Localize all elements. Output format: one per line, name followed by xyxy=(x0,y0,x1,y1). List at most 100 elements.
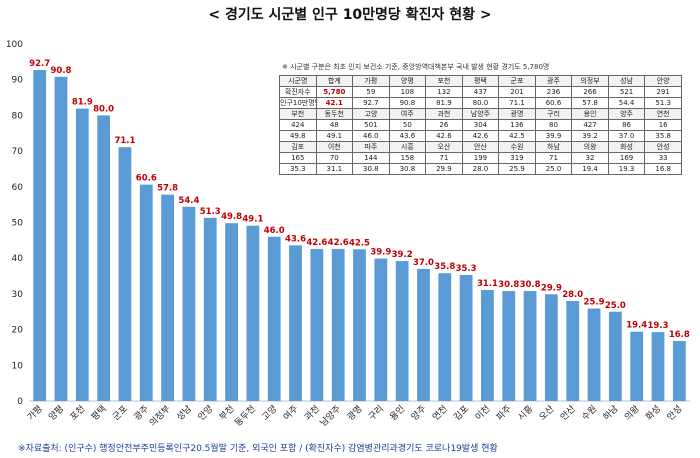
bar-value-label: 49.8 xyxy=(221,212,242,222)
table-cell: 광명 xyxy=(498,108,536,120)
table-cell: 136 xyxy=(498,119,536,131)
y-tick-label: 60 xyxy=(12,183,24,193)
bar xyxy=(225,223,238,401)
table-cell: 구리 xyxy=(534,108,573,120)
table-cell: 28.0 xyxy=(461,163,500,175)
bar xyxy=(523,291,537,401)
x-tick-label: 시흥 xyxy=(515,403,535,423)
table-cell: 과천 xyxy=(425,108,463,120)
table-cell: 19.3 xyxy=(607,163,646,175)
y-tick-label: 100 xyxy=(6,40,23,50)
x-tick-label: 안산 xyxy=(558,403,577,422)
table-cell: 427 xyxy=(571,119,609,131)
table-cell: 424 xyxy=(279,119,317,131)
bar-value-label: 42.5 xyxy=(349,238,370,248)
table-row: 부천 동두천 고양 여주 과천 남양주 광명 구리 용인 양주 연천 xyxy=(279,108,682,120)
x-tick-label: 동두천 xyxy=(233,403,258,428)
table-cell: 25.0 xyxy=(534,163,573,175)
bar xyxy=(566,301,580,401)
x-tick-label: 고양 xyxy=(260,403,279,422)
bar xyxy=(438,273,452,401)
table-cell: 양평 xyxy=(388,75,427,87)
bar-value-label: 51.3 xyxy=(200,207,221,217)
bar-value-label: 28.0 xyxy=(562,290,583,300)
table-cell: 165 xyxy=(279,152,317,164)
table-row: 49.8 49.1 46.0 43.6 42.6 42.6 42.5 39.9 39.2 37.0… xyxy=(279,130,682,142)
bar-value-label: 54.4 xyxy=(178,196,199,206)
table-cell: 30.8 xyxy=(388,163,427,175)
y-tick-label: 40 xyxy=(12,254,24,264)
table-cell: 42.1 xyxy=(315,97,354,109)
table-cell: 32 xyxy=(571,152,609,164)
table-cell: 용인 xyxy=(571,108,609,120)
x-tick-label: 포천 xyxy=(68,403,87,422)
bar-value-label: 43.6 xyxy=(285,234,306,244)
table-cell: 29.9 xyxy=(425,163,463,175)
bar-value-label: 39.2 xyxy=(392,250,413,260)
table-cell: 포천 xyxy=(425,75,463,87)
table-cell: 199 xyxy=(461,152,500,164)
table-cell: 70 xyxy=(315,152,354,164)
bar-value-label: 35.3 xyxy=(456,264,477,274)
table-cell: 35.8 xyxy=(644,130,682,142)
bar-value-label: 71.1 xyxy=(114,136,135,146)
bar-value-label: 49.1 xyxy=(242,215,263,225)
table-cell: 50 xyxy=(388,119,427,131)
table-row: 인구10만명당42.192.790.881.980.071.160.657.85… xyxy=(279,97,682,109)
table-cell: 501 xyxy=(352,119,390,131)
bar-value-label: 25.0 xyxy=(605,301,626,311)
table-cell: 16.8 xyxy=(644,163,682,175)
bar xyxy=(545,294,558,401)
table-cell: 291 xyxy=(644,86,682,98)
table-cell: 521 xyxy=(607,86,646,98)
y-tick-label: 80 xyxy=(12,111,24,121)
table-cell: 안양 xyxy=(644,75,682,87)
table-cell: 연천 xyxy=(644,108,682,120)
bar-value-label: 42.6 xyxy=(328,238,349,248)
bar-value-label: 42.6 xyxy=(306,238,327,248)
table-cell: 90.8 xyxy=(388,97,427,109)
table-cell: 266 xyxy=(571,86,609,98)
table-cell: 확진자수 xyxy=(279,86,317,98)
bar-value-label: 30.8 xyxy=(520,280,541,290)
table-row: 시군명 합계 가평 양평 포천 평택 군포 광주 의정부 성남 안양 xyxy=(279,75,682,87)
table-row: 424 48 501 50 26 304 136 80 427 86 16 xyxy=(279,119,682,131)
x-tick-label: 군포 xyxy=(111,403,130,422)
table-cell: 고양 xyxy=(352,108,390,120)
summary-table: 시군명 합계 가평 양평 포천 평택 군포 광주 의정부 성남 안양 확진자수 5,780 59 108 13… xyxy=(279,75,682,175)
table-cell: 합계 xyxy=(315,75,354,87)
table-row: 35.3 31.1 30.8 30.8 29.9 28.0 25.9 25.0 19.4 19.3… xyxy=(279,163,682,175)
table-cell: 광주 xyxy=(534,75,573,87)
table-cell: 144 xyxy=(352,152,390,164)
table-cell: 김포 xyxy=(279,141,317,153)
y-tick-label: 90 xyxy=(12,76,24,86)
table-cell: 시군명 xyxy=(279,75,317,87)
bar-value-label: 16.8 xyxy=(669,330,690,340)
table-cell: 80.0 xyxy=(461,97,500,109)
bar-value-label: 92.7 xyxy=(29,59,50,69)
x-tick-label: 수원 xyxy=(580,403,599,422)
table-cell: 평택 xyxy=(461,75,500,87)
y-tick-label: 30 xyxy=(12,290,24,300)
bar xyxy=(608,311,622,401)
y-tick-label: 0 xyxy=(17,397,23,407)
table-cell: 수원 xyxy=(498,141,536,153)
bar xyxy=(182,206,196,401)
table-cell: 437 xyxy=(461,86,500,98)
x-tick-label: 남양주 xyxy=(318,403,343,428)
table-cell: 19.4 xyxy=(571,163,609,175)
table-cell: 42.6 xyxy=(425,130,463,142)
table-cell: 304 xyxy=(461,119,500,131)
table-cell: 39.9 xyxy=(534,130,573,142)
bar-value-label: 25.9 xyxy=(584,298,605,308)
y-tick-label: 50 xyxy=(12,219,24,229)
table-cell: 54.4 xyxy=(607,97,646,109)
table-cell: 108 xyxy=(388,86,427,98)
table-cell: 319 xyxy=(498,152,536,164)
bar xyxy=(246,225,260,401)
bar xyxy=(54,76,68,402)
x-tick-label: 이천 xyxy=(473,403,492,422)
table-cell: 92.7 xyxy=(352,97,390,109)
table-cell: 71 xyxy=(534,152,573,164)
